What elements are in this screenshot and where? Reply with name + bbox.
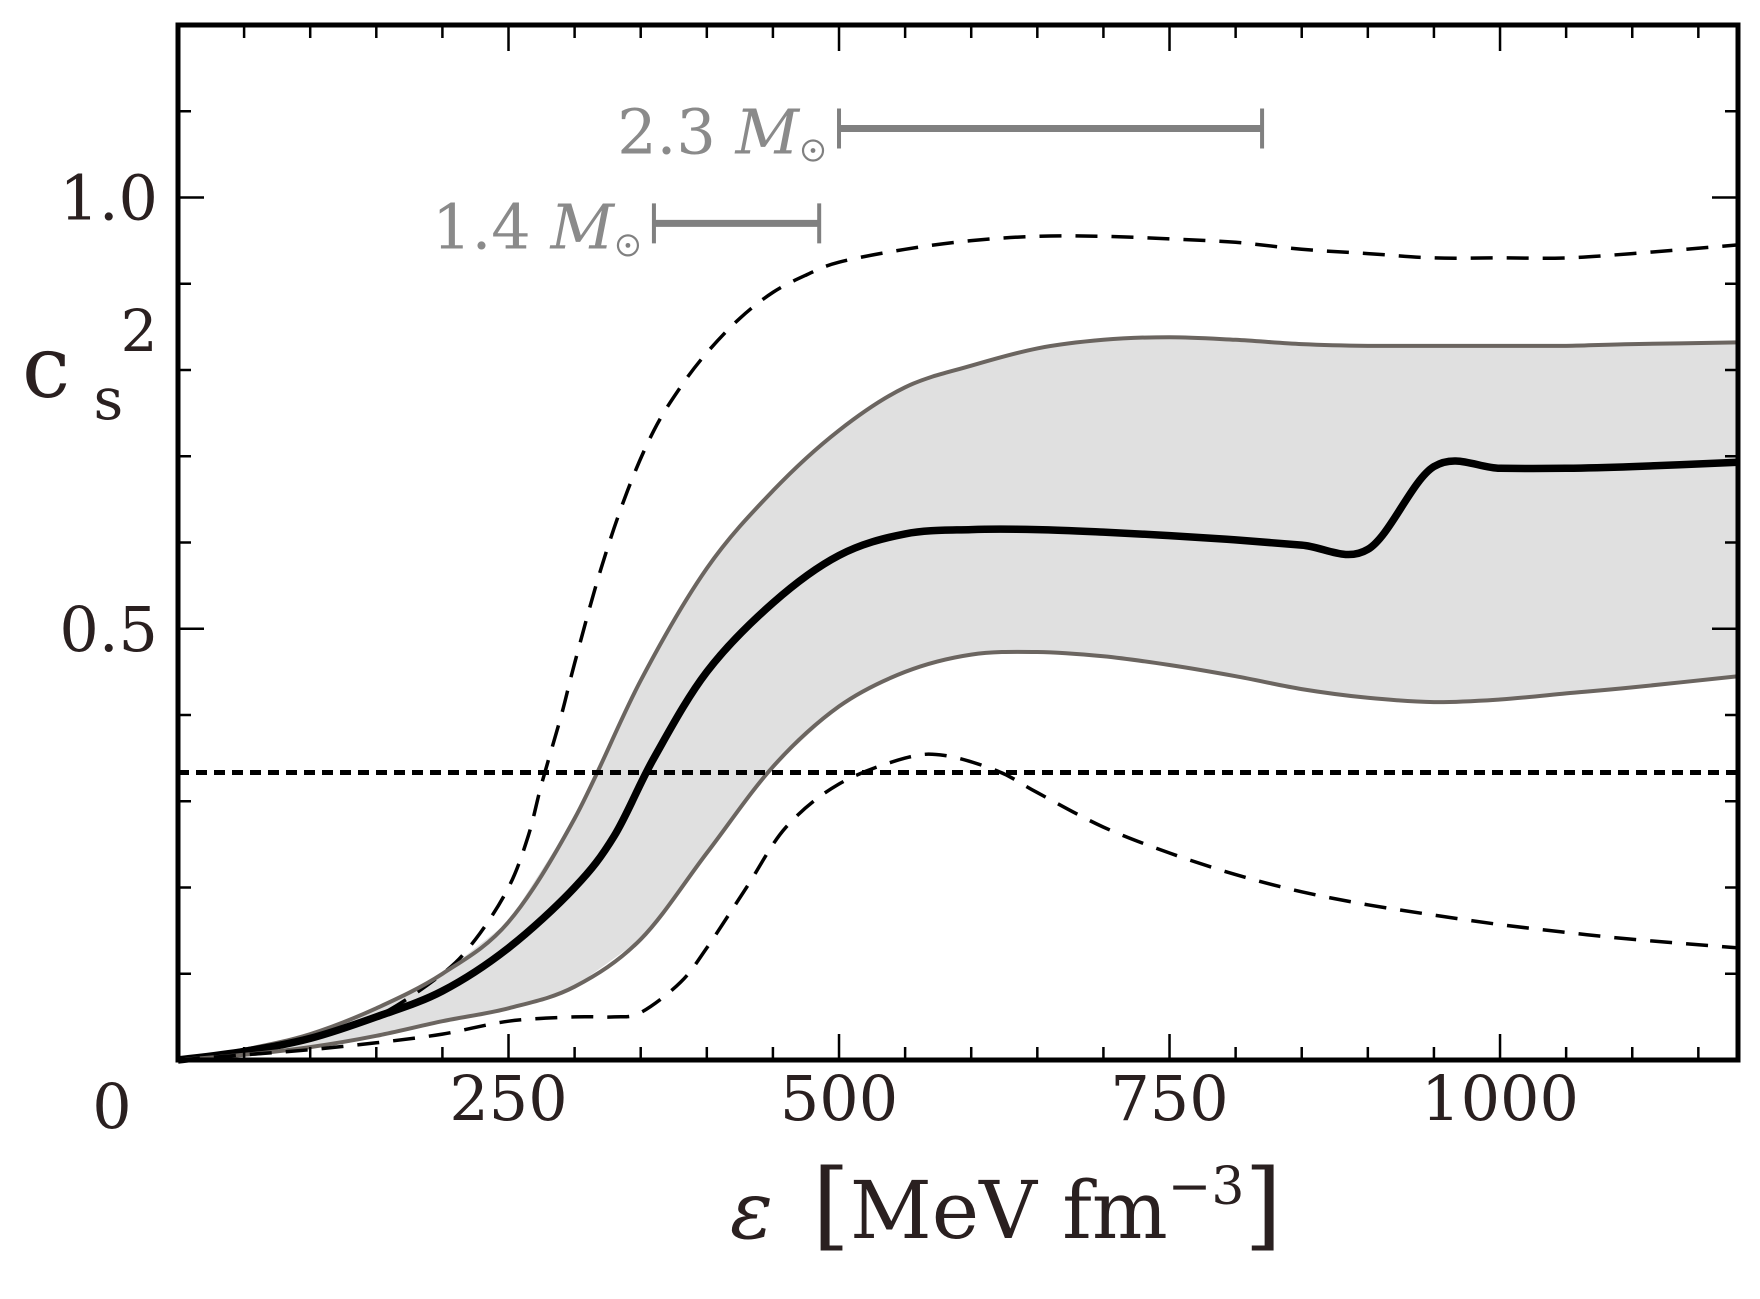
x-axis-label-unit: MeV fm — [850, 1164, 1168, 1257]
x-axis-label: ε [MeV fm−3] — [730, 1149, 1282, 1261]
mass-marker-value: 2.3 — [617, 96, 735, 169]
series-band-upper — [177, 335, 1739, 1062]
y-axis-label-base: c — [22, 318, 70, 418]
x-axis-label-close-bracket: ] — [1244, 1149, 1281, 1261]
y-axis-label: c s 2 — [22, 297, 158, 440]
sun-symbol-icon — [801, 139, 825, 162]
sun-symbol-icon — [616, 234, 640, 257]
series-outer-lower — [177, 752, 1739, 1062]
mass-markers: 2.3 M1.4 M — [432, 96, 1265, 263]
y-tick-label: 1.0 — [59, 162, 158, 235]
mass-marker-1: 2.3 M — [617, 96, 1265, 169]
sun-symbol-dot — [810, 148, 816, 153]
origin-label: 0 — [92, 1070, 131, 1143]
plot-frame — [175, 22, 1741, 1063]
mass-marker-unit: M — [735, 96, 801, 169]
mass-marker-label: 1.4 M — [432, 190, 615, 263]
tick-labels: 250 500 750 1000 0.5 1.0 0 — [59, 162, 1579, 1144]
series-median — [177, 457, 1739, 1064]
x-axis-label-open-bracket: [ — [812, 1149, 849, 1261]
x-tick-label: 250 — [449, 1062, 567, 1135]
series-layer — [177, 234, 1739, 1064]
y-axis-label-sub: s — [94, 365, 124, 433]
uncertainty-band — [178, 337, 1738, 1060]
y-tick-label: 0.5 — [59, 593, 158, 666]
series-outer-upper — [177, 234, 1739, 1062]
mass-marker-label: 2.3 M — [617, 96, 800, 169]
x-axis-label-exponent: −3 — [1168, 1157, 1245, 1217]
mass-marker-value: 1.4 — [432, 190, 550, 263]
sun-symbol-dot — [625, 242, 631, 248]
x-tick-label: 500 — [780, 1062, 898, 1135]
x-tick-label: 1000 — [1421, 1062, 1579, 1135]
mass-marker-unit: M — [549, 190, 615, 263]
y-axis-label-sup: 2 — [121, 297, 158, 365]
x-axis-label-symbol: ε — [730, 1164, 773, 1257]
series-band-lower — [177, 649, 1739, 1062]
x-tick-label: 750 — [1110, 1062, 1228, 1135]
mass-marker-2: 1.4 M — [432, 190, 822, 263]
